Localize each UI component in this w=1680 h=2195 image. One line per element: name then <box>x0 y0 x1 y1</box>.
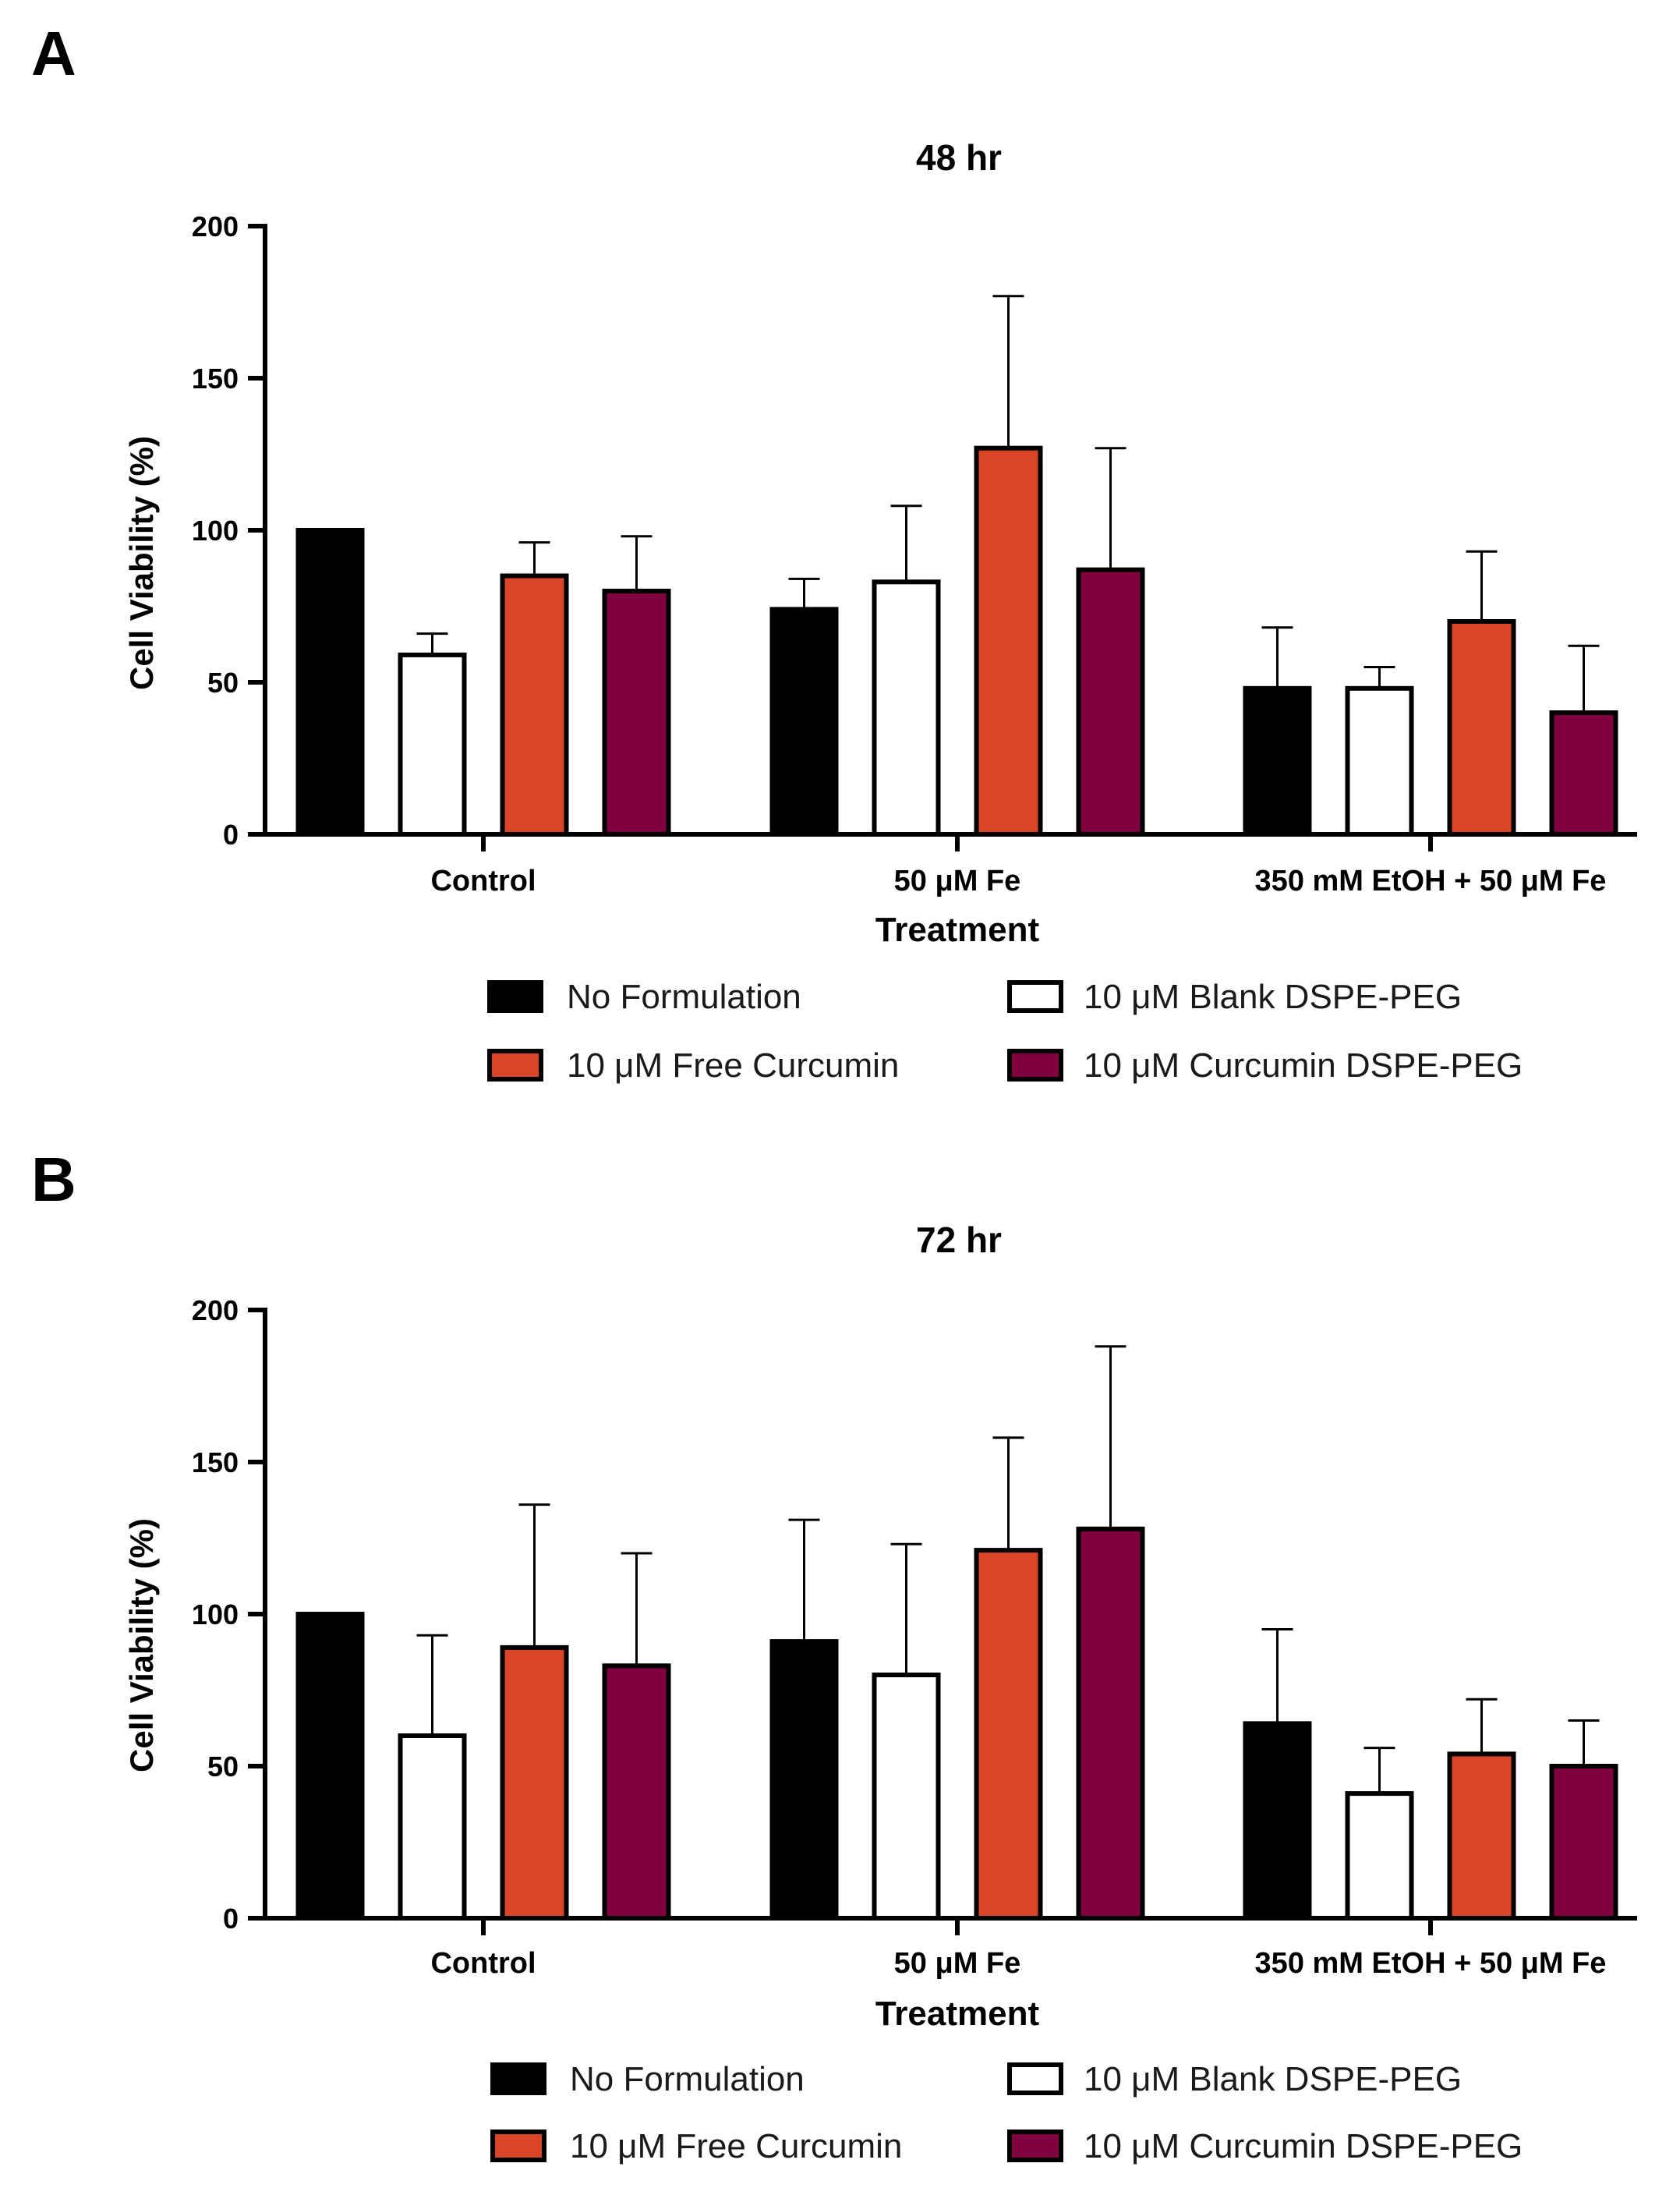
bar <box>398 1733 467 1921</box>
axes <box>263 224 1637 851</box>
legend-swatch <box>487 980 543 1013</box>
y-tick-label: 100 <box>192 515 239 547</box>
bars <box>295 1345 1618 1921</box>
legend-label: No Formulation <box>570 2060 805 2098</box>
y-axis-label: Cell Viability (%) <box>123 436 160 690</box>
bar <box>769 1639 839 1921</box>
legend-swatch <box>1007 2130 1063 2162</box>
legend-swatch <box>1007 1049 1063 1082</box>
bar <box>1447 1751 1516 1921</box>
legend-label: 10 μM Curcumin DSPE-PEG <box>1084 1046 1523 1085</box>
bar <box>872 579 941 837</box>
bar <box>1345 1791 1414 1921</box>
bar <box>1243 1721 1312 1921</box>
y-tick-label: 150 <box>192 1446 239 1478</box>
legend: No Formulation 10 μM Blank DSPE-PEG 10 μ… <box>487 978 1523 1085</box>
bar <box>974 1548 1043 1921</box>
bar <box>1549 1764 1618 1921</box>
x-axis: Control 50 μM Fe 350 mM EtOH + 50 μM Fe <box>430 865 1606 897</box>
panel-a: A 48 hr Cell Viability (%) 050100150200 … <box>31 19 1637 1085</box>
bar <box>295 528 365 837</box>
legend-label: 10 μM Curcumin DSPE-PEG <box>1084 2127 1523 2165</box>
y-axis-label: Cell Viability (%) <box>123 1518 160 1772</box>
bar <box>1447 619 1516 837</box>
bar <box>872 1673 941 1921</box>
bar <box>974 445 1043 837</box>
bar <box>1243 685 1312 837</box>
bar <box>1345 685 1414 837</box>
y-axis: 0 50 100 150 200 <box>192 211 265 851</box>
panel-letter: A <box>31 19 76 88</box>
x-tick-label: 50 μM Fe <box>894 865 1021 897</box>
x-tick-label: 350 mM EtOH + 50 μM Fe <box>1255 1947 1607 1980</box>
panel-letter: B <box>31 1145 76 1214</box>
y-tick-label: 0 <box>223 1903 239 1935</box>
bar <box>602 1663 671 1921</box>
y-tick-label: 150 <box>192 363 239 395</box>
legend-swatch <box>487 1049 543 1082</box>
y-tick-label: 200 <box>192 1294 239 1326</box>
legend-label: No Formulation <box>567 978 801 1016</box>
y-tick-label: 50 <box>207 1751 239 1783</box>
y-axis: 0 50 100 150 200 <box>192 1294 265 1935</box>
legend-swatch <box>1007 980 1063 1013</box>
bar <box>1076 567 1145 837</box>
bar <box>769 607 839 837</box>
chart-title: 48 hr <box>916 137 1002 178</box>
x-axis: Control 50 μM Fe 350 mM EtOH + 50 μM Fe <box>430 1947 1606 1980</box>
x-tick-label: 50 μM Fe <box>894 1947 1021 1980</box>
legend-label: 10 μM Blank DSPE-PEG <box>1084 978 1462 1016</box>
bar <box>398 652 467 837</box>
y-tick-label: 100 <box>192 1598 239 1630</box>
legend: No Formulation 10 μM Blank DSPE-PEG 10 μ… <box>490 2060 1523 2165</box>
bar <box>1076 1526 1145 1921</box>
bar <box>500 1644 569 1921</box>
x-tick-label: Control <box>430 1947 536 1980</box>
y-tick-label: 0 <box>223 819 239 851</box>
bar <box>500 573 569 837</box>
y-tick-label: 50 <box>207 667 239 699</box>
panel-b: B 72 hr Cell Viability (%) 050100150200 … <box>31 1145 1637 2165</box>
legend-label: 10 μM Blank DSPE-PEG <box>1084 2060 1462 2098</box>
y-tick-label: 200 <box>192 211 239 243</box>
x-tick-label: 350 mM EtOH + 50 μM Fe <box>1255 865 1607 897</box>
x-tick-label: Control <box>430 865 536 897</box>
legend-swatch <box>1007 2062 1063 2095</box>
bar <box>295 1612 365 1921</box>
legend-label: 10 μM Free Curcumin <box>570 2127 902 2165</box>
chart-title: 72 hr <box>916 1220 1002 1260</box>
legend-label: 10 μM Free Curcumin <box>567 1046 899 1085</box>
bar <box>1549 710 1618 837</box>
axes <box>263 1308 1637 1935</box>
legend-swatch <box>490 2130 546 2162</box>
legend-swatch <box>490 2062 546 2095</box>
bars <box>295 295 1618 837</box>
bar <box>602 589 671 837</box>
x-axis-label: Treatment <box>875 1995 1040 2033</box>
x-axis-label: Treatment <box>875 911 1040 949</box>
